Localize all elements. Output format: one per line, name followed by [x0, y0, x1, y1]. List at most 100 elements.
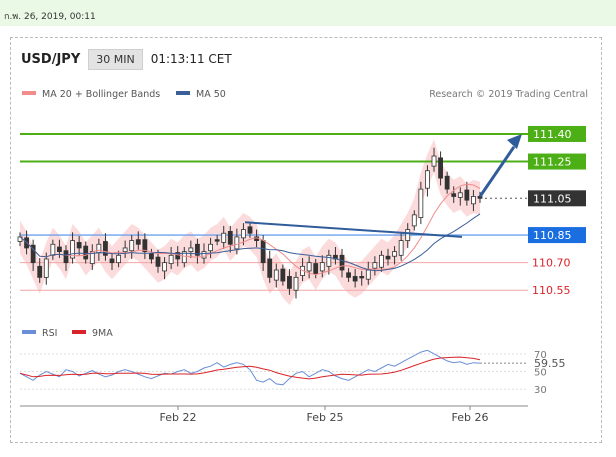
candle-body	[30, 244, 36, 264]
candle-body	[57, 246, 62, 253]
candle-body	[76, 242, 82, 249]
candle-body	[247, 226, 253, 234]
candle-body	[372, 262, 378, 269]
level-label-110.70: 110.70	[532, 257, 571, 270]
candle-body	[43, 258, 49, 278]
level-label-111.25: 111.25	[533, 156, 572, 169]
candle-body	[83, 245, 89, 260]
ma9-legend-label: 9MA	[92, 328, 113, 339]
ma20-line	[19, 183, 481, 276]
candle-body	[425, 170, 430, 189]
candle-body	[319, 262, 325, 272]
candle-body	[306, 262, 312, 272]
candle-body	[313, 263, 319, 275]
rsi-line	[19, 349, 481, 386]
candle-body	[431, 155, 437, 167]
candle-body	[103, 241, 108, 256]
candle-body	[96, 243, 102, 253]
candle-body	[379, 254, 384, 268]
ma20-legend-label: MA 20 + Bollinger Bands	[42, 89, 160, 100]
trendline	[244, 221, 463, 238]
candle-body	[418, 188, 424, 219]
candle-body	[188, 247, 194, 253]
candle-body	[346, 272, 351, 278]
candle-body	[208, 243, 213, 252]
candle-body	[241, 229, 246, 239]
x-tick-label: Feb 26	[452, 411, 489, 424]
level-tag-110.85	[528, 227, 586, 244]
candle-body	[405, 229, 411, 241]
candle-body	[293, 276, 299, 291]
candle-body	[385, 255, 391, 260]
candle-body	[50, 243, 56, 256]
chart-header: USD/JPY 30 MIN 01:13:11 CET	[21, 48, 232, 70]
candle-body	[451, 193, 457, 197]
candle-body	[175, 252, 181, 260]
rsi-legend-label: RSI	[42, 328, 57, 339]
rsi-last-value: 59.55	[534, 357, 566, 370]
timeframe-button[interactable]: 30 MIN	[88, 48, 143, 70]
candle-body	[214, 239, 220, 242]
candle-body	[444, 175, 450, 190]
level-label-110.85: 110.85	[533, 229, 572, 242]
chart-legend: MA 20 + Bollinger Bands MA 50 Research ©…	[22, 89, 588, 100]
x-tick-label: Feb 22	[160, 411, 197, 424]
level-tag-111.40	[528, 125, 586, 142]
candle-body	[392, 251, 397, 257]
level-tag-111.25	[528, 153, 586, 170]
rsi-tick-30: 30	[534, 385, 547, 396]
candle-body	[260, 240, 266, 264]
rsi-tick-50: 50	[534, 368, 547, 379]
level-tag-111.05	[528, 190, 586, 207]
candle-body	[155, 256, 161, 267]
rsi-tick-70: 70	[534, 350, 547, 361]
candle-body	[63, 250, 69, 264]
credit-label: Research © 2019 Trading Central	[429, 89, 588, 100]
candle-body	[280, 268, 286, 282]
candle-body	[326, 254, 332, 267]
candle-body	[398, 240, 404, 256]
timestamp: ก.พ. 26, 2019, 00:11	[4, 12, 96, 22]
candle-body	[195, 243, 200, 256]
chart-panel: USD/JPY 30 MIN 01:13:11 CET	[10, 37, 602, 443]
candle-body	[116, 254, 121, 264]
candle-body	[464, 189, 470, 201]
level-label-111.40: 111.40	[533, 128, 572, 141]
x-tick-label: Feb 25	[307, 411, 344, 424]
level-label-111.05: 111.05	[533, 192, 572, 205]
rsi-legend: RSI 9MA	[22, 328, 113, 339]
candle-body	[267, 258, 273, 278]
candle-body	[234, 236, 240, 250]
candle-body	[365, 269, 371, 280]
candle-body	[273, 269, 279, 281]
candle-body	[70, 240, 75, 259]
chart-time: 01:13:11 CET	[150, 52, 232, 66]
candle-body	[359, 276, 365, 279]
symbol-label: USD/JPY	[21, 51, 81, 67]
rsi-plot: 70 50 30 59.55	[19, 349, 566, 396]
rsi-ma9-line	[19, 356, 481, 380]
ma9-legend-swatch	[72, 330, 86, 334]
candle-body	[411, 214, 417, 227]
rsi-legend-swatch	[22, 330, 36, 334]
candle-body	[457, 192, 463, 198]
level-label-110.55: 110.55	[532, 284, 571, 297]
forecast-arrow-head	[507, 133, 522, 149]
candle-body	[221, 232, 227, 243]
candle-body	[181, 251, 187, 264]
ma50-line	[19, 213, 481, 272]
ma50-legend-swatch	[176, 91, 190, 95]
ma50-legend-label: MA 50	[196, 89, 226, 100]
x-axis: Feb 22 Feb 25 Feb 26	[20, 405, 528, 424]
candle-body	[287, 276, 292, 289]
candle-body	[122, 247, 128, 253]
candle-body	[352, 276, 358, 282]
candle-body	[438, 157, 443, 179]
price-plot: 111.40 111.25 111.05 110.85 110.70 110.55	[17, 125, 586, 305]
candle-body	[129, 240, 135, 252]
ma20-legend-swatch	[22, 91, 36, 95]
candle-body	[168, 254, 174, 264]
timestamp-bar: ก.พ. 26, 2019, 00:11	[0, 0, 616, 26]
candle-body	[135, 239, 141, 245]
